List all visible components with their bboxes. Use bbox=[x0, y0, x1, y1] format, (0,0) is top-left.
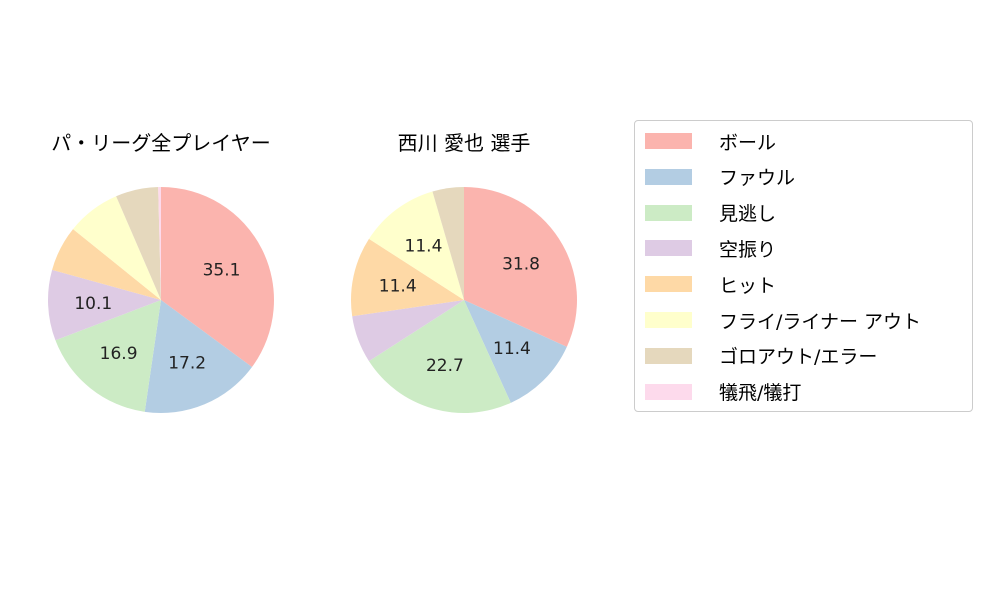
legend: ボールファウル見逃し空振りヒットフライ/ライナー アウト ゴロアウト/エラー 犠飛/… bbox=[634, 120, 973, 412]
legend-item: 犠飛/犠打 bbox=[645, 382, 801, 404]
slice-label: 35.1 bbox=[203, 260, 241, 280]
pie-slice bbox=[144, 300, 252, 413]
pie-slice bbox=[464, 187, 577, 347]
slice-label: 17.2 bbox=[168, 354, 206, 374]
legend-label: ボール bbox=[719, 131, 777, 154]
legend-item: フライ/ライナー アウト bbox=[645, 310, 921, 333]
legend-label: 空振り bbox=[719, 238, 777, 261]
pie-slice bbox=[73, 196, 161, 300]
pie-slice bbox=[116, 187, 161, 300]
slice-label: 22.7 bbox=[426, 356, 464, 376]
slice-label: 10.1 bbox=[74, 294, 112, 314]
slice-label: 11.4 bbox=[379, 277, 417, 297]
slice-label: 11.4 bbox=[493, 339, 531, 359]
legend-item: ファウル bbox=[645, 167, 795, 189]
pie-slice bbox=[161, 187, 274, 367]
pie-slice bbox=[55, 300, 161, 412]
slice-label: 16.9 bbox=[100, 344, 138, 364]
pie-slice bbox=[350, 238, 464, 317]
right-pie-title: 西川 愛也 選手 bbox=[397, 131, 531, 155]
legend-swatch bbox=[645, 276, 692, 293]
legend-item: ゴロアウト/エラー bbox=[645, 346, 877, 368]
legend-item: ボール bbox=[645, 131, 776, 154]
pie-slice bbox=[52, 229, 161, 300]
left-pie-title: パ・リーグ全プレイヤー bbox=[51, 131, 271, 155]
legend-label: 見逃し bbox=[719, 203, 777, 226]
pie-slice bbox=[368, 300, 511, 413]
legend-label: ファウル bbox=[719, 167, 796, 190]
pie-slice bbox=[432, 187, 464, 300]
legend-swatch bbox=[645, 168, 692, 185]
pie-slice bbox=[464, 300, 567, 403]
legend-swatch bbox=[645, 383, 692, 400]
legend-label: フライ/ライナー アウト bbox=[719, 310, 922, 333]
legend-swatch bbox=[645, 204, 692, 221]
pie-slice bbox=[48, 269, 161, 341]
legend-item: 見逃し bbox=[645, 203, 776, 225]
legend-label: 犠飛/犠打 bbox=[719, 382, 802, 405]
pie-slice bbox=[158, 187, 161, 300]
legend-swatch bbox=[645, 347, 692, 364]
legend-label: ヒット bbox=[719, 274, 777, 297]
slice-label: 11.4 bbox=[405, 237, 443, 257]
slice-label: 31.8 bbox=[502, 254, 540, 274]
legend-swatch bbox=[645, 312, 692, 328]
legend-item: 空振り bbox=[645, 238, 776, 261]
legend-swatch bbox=[645, 240, 692, 257]
legend-item: ヒット bbox=[645, 274, 776, 297]
legend-swatch bbox=[645, 133, 692, 149]
pie-slice bbox=[368, 191, 464, 300]
legend-label: ゴロアウト/エラー bbox=[719, 346, 878, 369]
pie-slice bbox=[352, 300, 464, 362]
